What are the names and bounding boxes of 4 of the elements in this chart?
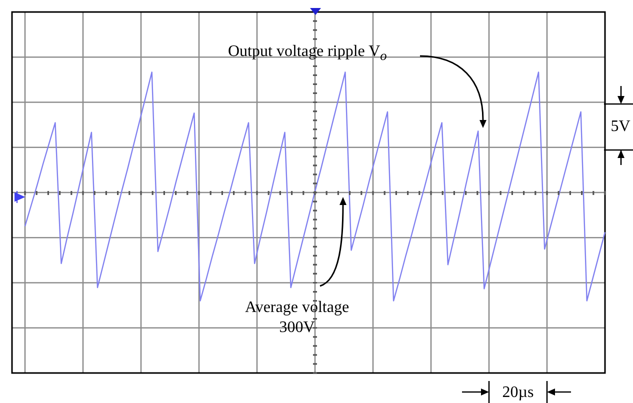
text: 5V: [610, 117, 632, 137]
annotation: Average voltage 300V: [244, 298, 350, 338]
text: Output voltage ripple V$_{o}$: [228, 42, 388, 66]
text: 20µs: [501, 383, 535, 403]
